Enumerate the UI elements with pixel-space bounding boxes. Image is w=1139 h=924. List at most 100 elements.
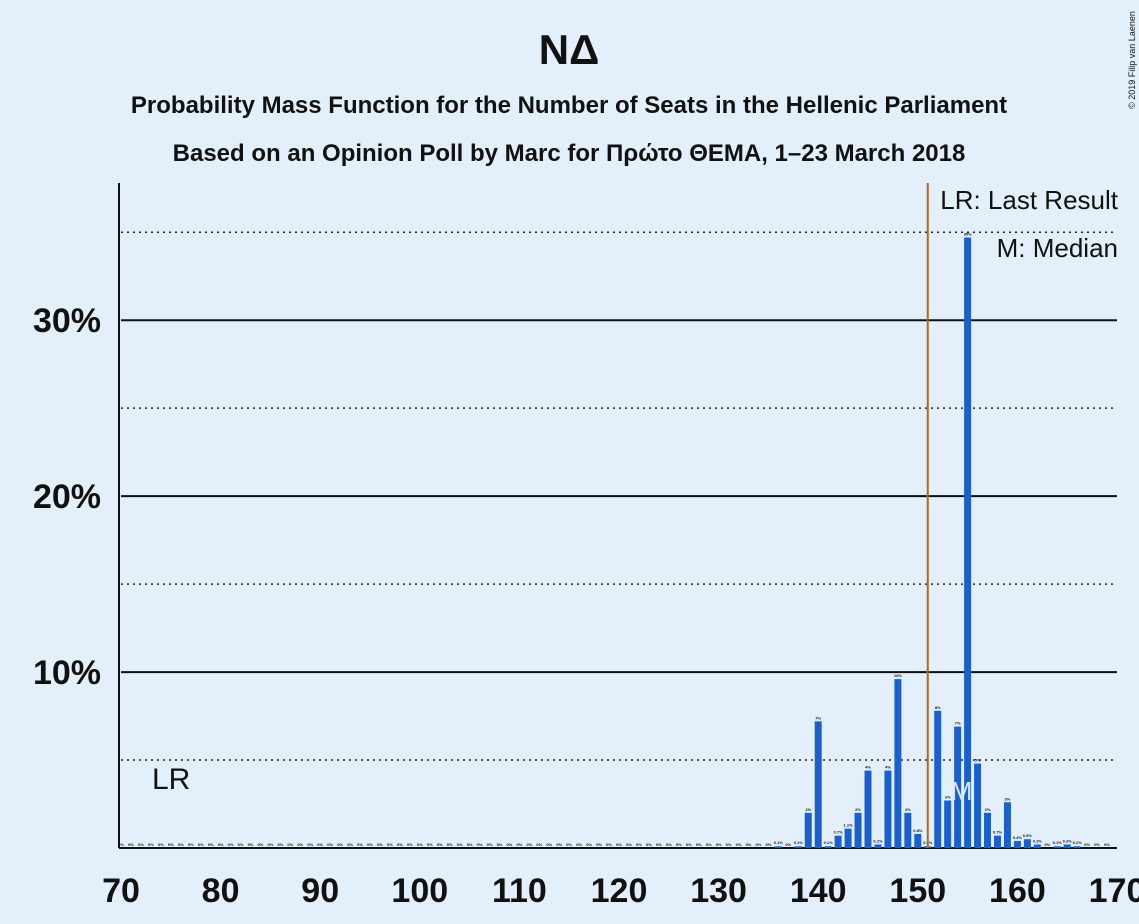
value-label: 0%	[576, 842, 582, 847]
value-label: 0%	[277, 842, 283, 847]
value-label: 7%	[815, 715, 821, 720]
value-label: 0%	[248, 842, 254, 847]
value-label: 0%	[327, 842, 333, 847]
value-label: 0%	[1084, 842, 1090, 847]
value-label: 0.2%	[873, 838, 883, 843]
value-label: 4%	[885, 765, 891, 770]
value-label: 0%	[337, 842, 343, 847]
value-label: 0%	[357, 842, 363, 847]
x-tick-label: 100	[391, 872, 448, 910]
value-label: 0%	[228, 842, 234, 847]
value-label: 0%	[1094, 842, 1100, 847]
bar	[834, 835, 842, 848]
bar	[944, 800, 952, 848]
value-label: 0%	[417, 842, 423, 847]
value-label: 0%	[1104, 842, 1110, 847]
value-label: 0%	[477, 842, 483, 847]
value-label: 0.1%	[794, 840, 804, 845]
value-label: 8%	[935, 705, 941, 710]
bar	[824, 846, 832, 848]
value-label: 0%	[198, 842, 204, 847]
value-label: 0.1%	[774, 840, 784, 845]
value-label: 0.5%	[1023, 833, 1033, 838]
value-label: 0%	[138, 842, 144, 847]
value-label: 0%	[616, 842, 622, 847]
value-label: 2%	[805, 807, 811, 812]
bar	[993, 835, 1001, 848]
value-label: 0%	[377, 842, 383, 847]
bar	[1003, 802, 1011, 848]
lr-label: LR	[152, 763, 190, 796]
value-label: 0%	[307, 842, 313, 847]
bar	[854, 812, 862, 848]
value-label: 0%	[706, 842, 712, 847]
bar	[974, 763, 982, 848]
copyright: © 2019 Filip van Laenen	[1127, 11, 1137, 109]
value-label: 2%	[855, 807, 861, 812]
value-label: 0%	[716, 842, 722, 847]
value-label: 0%	[746, 842, 752, 847]
value-label: 0%	[487, 842, 493, 847]
value-label: 0%	[317, 842, 323, 847]
value-label: 0%	[128, 842, 134, 847]
value-label: 0%	[158, 842, 164, 847]
value-label: 0%	[447, 842, 453, 847]
value-label: 0%	[566, 842, 572, 847]
value-label: 0.1%	[1053, 840, 1063, 845]
x-tick-label: 120	[591, 872, 648, 910]
value-label: 0%	[407, 842, 413, 847]
value-label: 0%	[168, 842, 174, 847]
value-label: 1.1%	[844, 823, 854, 828]
bar	[1073, 846, 1081, 848]
value-label: 0.1%	[824, 840, 834, 845]
value-label: 0%	[536, 842, 542, 847]
x-tick-label: 130	[690, 872, 747, 910]
x-tick-label: 150	[889, 872, 946, 910]
value-label: 4%	[865, 765, 871, 770]
x-tick-label: 140	[790, 872, 847, 910]
bar	[794, 846, 802, 848]
bar	[774, 846, 782, 848]
value-label: 0.8%	[913, 828, 923, 833]
value-label: 0%	[666, 842, 672, 847]
value-label: 0%	[766, 842, 772, 847]
y-tick-label: 30%	[33, 302, 101, 340]
x-tick-label: 170	[1089, 872, 1139, 910]
chart-subtitle: Probability Mass Function for the Number…	[131, 92, 1007, 119]
value-label: 0%	[586, 842, 592, 847]
value-label: 0%	[696, 842, 702, 847]
value-label: 0%	[258, 842, 264, 847]
x-tick-label: 160	[989, 872, 1046, 910]
legend-entry: LR: Last Result	[940, 185, 1119, 215]
value-label: 0%	[556, 842, 562, 847]
value-label: 35%	[964, 232, 972, 237]
value-label: 0%	[636, 842, 642, 847]
bar	[954, 726, 962, 848]
bar	[894, 679, 902, 848]
value-label: 0%	[118, 842, 124, 847]
legend-entry: M: Median	[997, 233, 1118, 263]
value-label: 0%	[218, 842, 224, 847]
value-label: 0%	[208, 842, 214, 847]
value-label: 0%	[606, 842, 612, 847]
value-label: 5%	[975, 758, 981, 763]
value-label: 0.7%	[993, 830, 1003, 835]
bar	[1033, 844, 1041, 848]
bar	[1013, 840, 1021, 848]
value-label: 0%	[1044, 842, 1050, 847]
bar	[804, 812, 812, 848]
value-label: 0%	[785, 842, 791, 847]
value-label: 0%	[497, 842, 503, 847]
value-label: 0%	[437, 842, 443, 847]
value-label: 0%	[736, 842, 742, 847]
bar	[864, 770, 872, 848]
bar	[1023, 839, 1031, 848]
bar	[844, 828, 852, 848]
value-label: 0%	[756, 842, 762, 847]
value-label: 0%	[367, 842, 373, 847]
y-tick-label: 20%	[33, 478, 101, 516]
value-label: 0%	[656, 842, 662, 847]
value-label: 0%	[347, 842, 353, 847]
value-label: 3%	[1005, 796, 1011, 801]
